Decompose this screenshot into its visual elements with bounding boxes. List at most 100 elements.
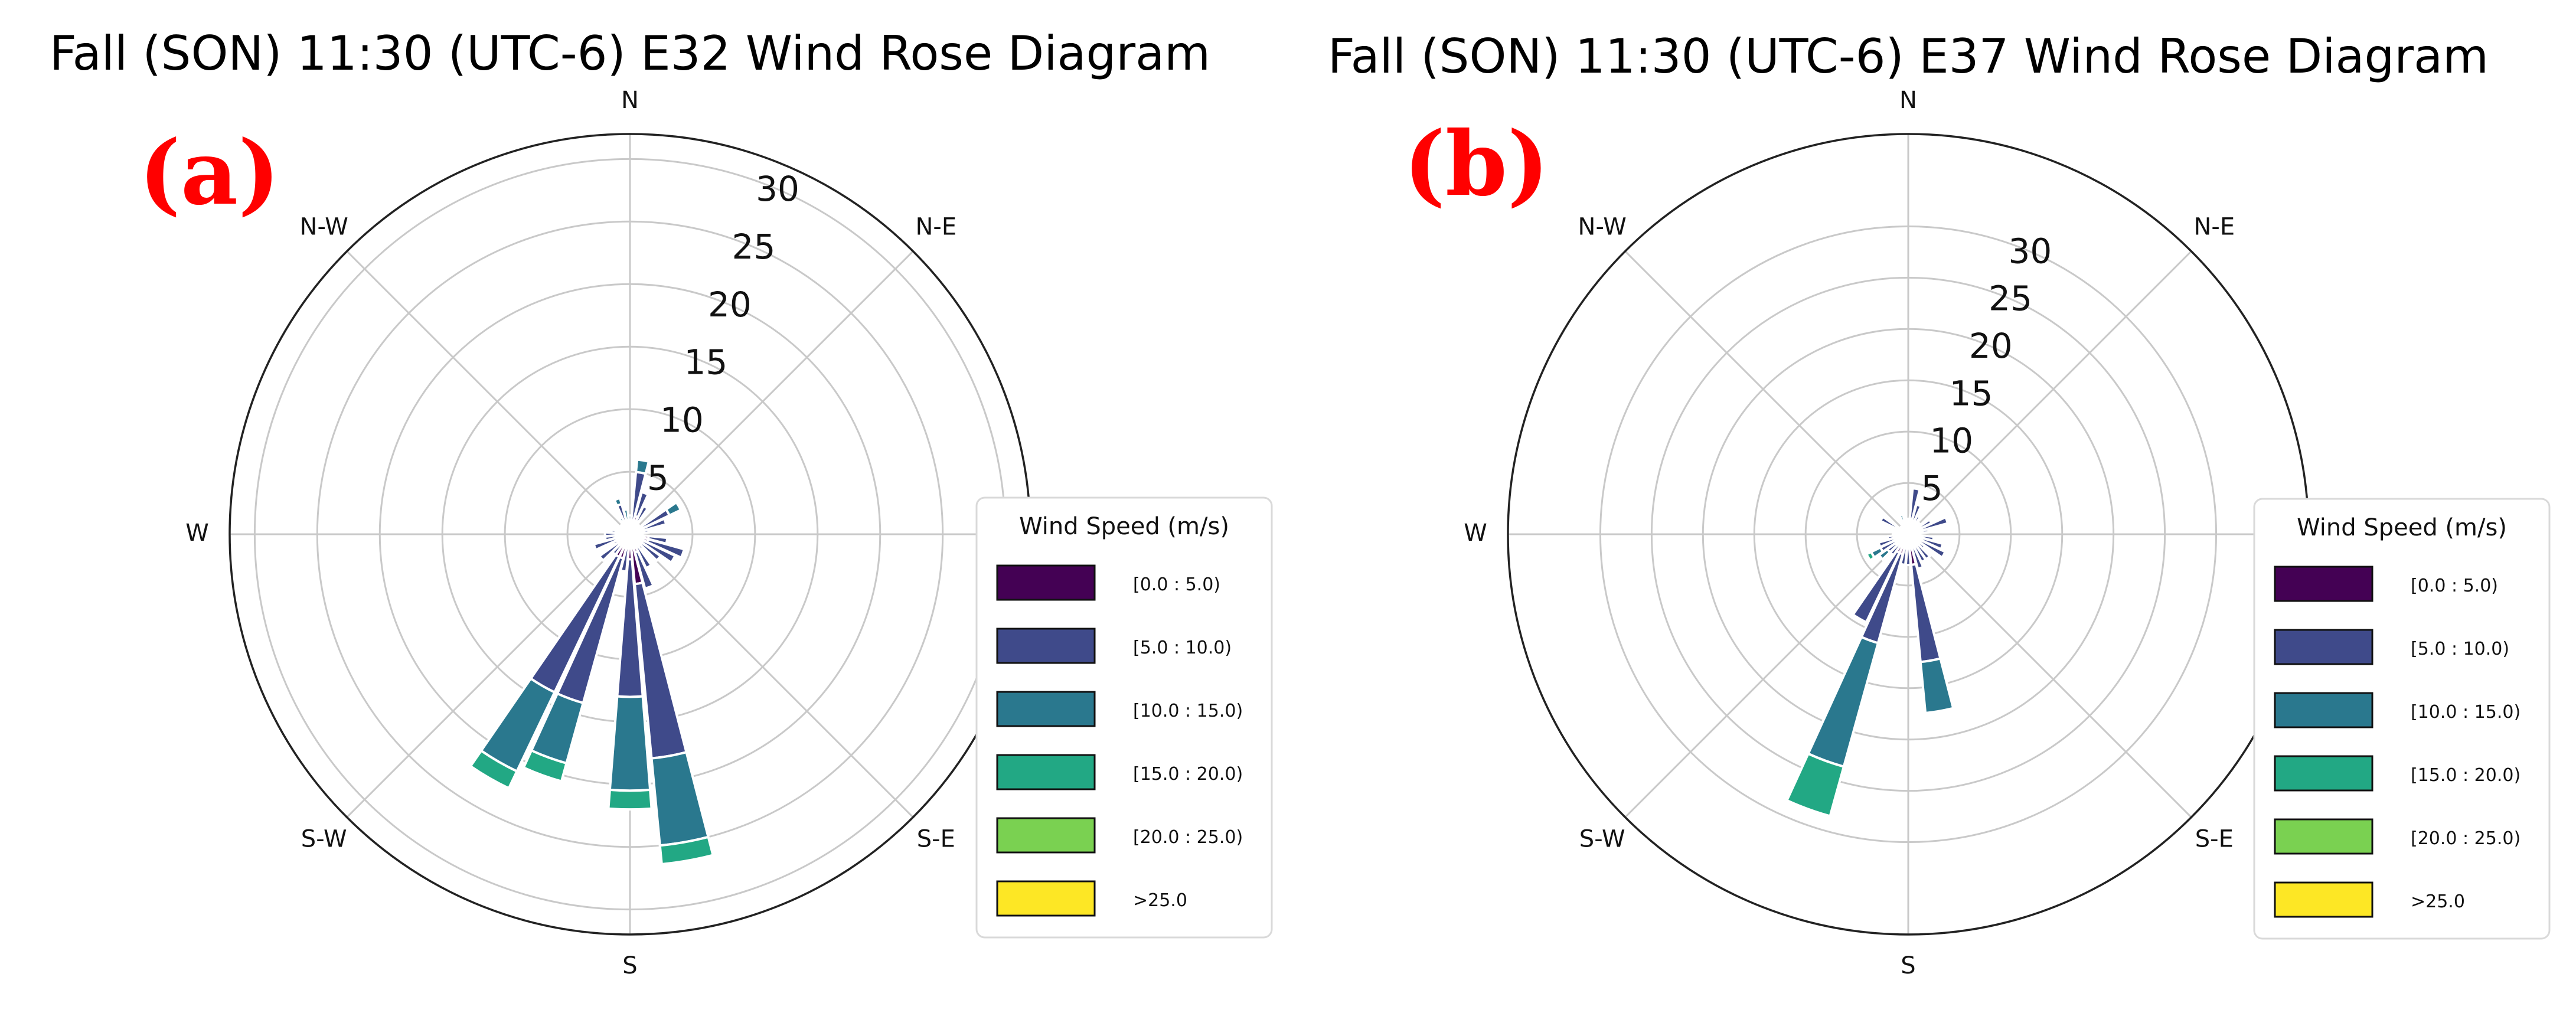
legend-entry: [10.0 : 15.0) bbox=[2411, 702, 2521, 723]
legend-entry: [0.0 : 5.0) bbox=[2411, 576, 2498, 596]
angular-gridline bbox=[629, 250, 914, 535]
chart-title: Fall (SON) 11:30 (UTC-6) E37 Wind Rose D… bbox=[1328, 29, 2489, 84]
panel-label: (b) bbox=[1403, 112, 1549, 216]
wind-sector-60-bin-2 bbox=[664, 501, 683, 517]
wind-sector-20-bin-1 bbox=[1909, 503, 1923, 527]
direction-label: S bbox=[1901, 952, 1915, 979]
legend-swatch bbox=[996, 817, 1096, 854]
wind-sector-130-bin-1 bbox=[637, 540, 662, 563]
wind-sector-350-bin-1 bbox=[1903, 517, 1909, 531]
direction-label: W bbox=[1464, 519, 1487, 547]
radial-tick-label: 30 bbox=[756, 169, 799, 209]
wind-sector-80-bin-1 bbox=[641, 528, 650, 535]
direction-label: N-E bbox=[915, 214, 956, 241]
angular-gridline bbox=[346, 533, 631, 818]
wind-sector-120-bin-1 bbox=[1915, 537, 1947, 560]
radial-tick-label: 15 bbox=[684, 342, 727, 383]
legend: Wind Speed (m/s) [0.0 : 5.0) [5.0 : 10.0) [… bbox=[2253, 498, 2551, 940]
direction-label: S-E bbox=[917, 825, 955, 852]
legend-entry: [20.0 : 25.0) bbox=[2411, 828, 2521, 849]
wind-sector-170-bin-1 bbox=[1909, 563, 1942, 664]
panel-label: (a) bbox=[139, 121, 280, 225]
wind-sector-170-bin-2 bbox=[1919, 656, 1955, 715]
angular-gridline bbox=[629, 533, 914, 818]
radial-tick-label: 10 bbox=[1929, 421, 1973, 461]
radial-tick-label: 5 bbox=[647, 458, 669, 498]
legend-swatch bbox=[996, 754, 1096, 790]
wind-sector-340-bin-2 bbox=[612, 496, 623, 508]
angular-gridline bbox=[1624, 533, 1909, 818]
direction-label: S-W bbox=[301, 825, 347, 852]
direction-label: S bbox=[622, 952, 637, 979]
legend-entry: [15.0 : 20.0) bbox=[1133, 764, 1243, 785]
direction-label: S-E bbox=[2195, 825, 2234, 852]
radial-tick-label: 20 bbox=[708, 285, 752, 325]
wind-sector-250-bin-1 bbox=[592, 536, 621, 552]
radial-tick-label: 20 bbox=[1969, 326, 2013, 366]
wind-sector-230-bin-1 bbox=[598, 540, 623, 563]
radial-tick-label: 30 bbox=[2008, 231, 2052, 271]
wind-sector-280-bin-1 bbox=[610, 528, 619, 535]
wind-sector-200-bin-3 bbox=[522, 749, 568, 783]
legend-title: Wind Speed (m/s) bbox=[2297, 514, 2507, 541]
legend-swatch bbox=[996, 691, 1096, 727]
wind-sector-250-bin-1 bbox=[1877, 535, 1901, 549]
direction-label: W bbox=[185, 519, 209, 547]
legend-entry: >25.0 bbox=[2411, 891, 2465, 912]
wind-sector-300-bin-1 bbox=[1879, 515, 1902, 532]
direction-label: N-W bbox=[1578, 214, 1627, 241]
wind-sector-200-bin-3 bbox=[1785, 752, 1846, 818]
wind-sector-20-bin-1 bbox=[634, 491, 650, 519]
legend-swatch bbox=[2274, 881, 2373, 918]
wind-sector-70-bin-1 bbox=[639, 517, 668, 532]
wind-sector-180-bin-2 bbox=[608, 695, 652, 792]
wind-rose-b: Fall (SON) 11:30 (UTC-6) E37 Wind Rose D… bbox=[1328, 29, 2551, 979]
legend-swatch bbox=[2274, 629, 2373, 665]
wind-sector-110-bin-1 bbox=[645, 538, 686, 560]
legend-entry: [15.0 : 20.0) bbox=[2411, 765, 2521, 786]
radial-tick-label: 10 bbox=[660, 400, 704, 440]
legend-swatch bbox=[2274, 566, 2373, 602]
wind-sector-70-bin-1 bbox=[1916, 515, 1950, 533]
legend-entry: [20.0 : 25.0) bbox=[1133, 827, 1243, 848]
wind-sector-10-bin-2 bbox=[634, 458, 651, 475]
radial-tick-label: 25 bbox=[1989, 279, 2032, 319]
direction-label: S-W bbox=[1579, 825, 1625, 852]
legend-swatch bbox=[2274, 755, 2373, 792]
direction-label: N bbox=[1899, 87, 1917, 114]
radial-tick-label: 25 bbox=[732, 227, 776, 267]
wind-sector-240-bin-3 bbox=[1865, 550, 1876, 563]
wind-sector-180-bin-3 bbox=[607, 788, 653, 811]
legend-swatch bbox=[2274, 692, 2373, 728]
radial-tick-label: 5 bbox=[1921, 468, 1943, 508]
wind-sector-30-bin-1 bbox=[1911, 514, 1922, 528]
direction-label: N bbox=[621, 87, 639, 114]
wind-sector-210-bin-1 bbox=[1851, 549, 1901, 624]
wind-sector-120-bin-1 bbox=[638, 538, 677, 564]
wind-sector-200-bin-2 bbox=[1806, 635, 1880, 769]
legend-title: Wind Speed (m/s) bbox=[1019, 513, 1229, 540]
wind-sector-80-bin-1 bbox=[1917, 527, 1930, 535]
wind-sector-30-bin-1 bbox=[634, 504, 649, 526]
wind-rose-a: Fall (SON) 11:30 (UTC-6) E32 Wind Rose D… bbox=[50, 26, 1273, 979]
angular-gridline bbox=[346, 250, 631, 535]
legend: Wind Speed (m/s) [0.0 : 5.0) [5.0 : 10.0) [… bbox=[975, 496, 1273, 939]
legend-swatch bbox=[996, 564, 1096, 601]
legend-swatch bbox=[996, 880, 1096, 917]
wind-sector-170-bin-2 bbox=[650, 750, 710, 847]
wind-sector-10-bin-1 bbox=[1908, 486, 1922, 521]
legend-entry: [5.0 : 10.0) bbox=[1133, 638, 1232, 658]
angular-gridline bbox=[1624, 250, 1909, 535]
wind-sector-210-bin-3 bbox=[469, 749, 519, 790]
legend-swatch bbox=[2274, 818, 2373, 855]
angular-gridline bbox=[1907, 250, 2192, 535]
legend-swatch bbox=[996, 628, 1096, 664]
legend-entry: [5.0 : 10.0) bbox=[2411, 639, 2509, 659]
chart-title: Fall (SON) 11:30 (UTC-6) E32 Wind Rose D… bbox=[50, 26, 1210, 81]
legend-entry: [10.0 : 15.0) bbox=[1133, 701, 1243, 721]
direction-label: N-E bbox=[2193, 214, 2235, 241]
angular-gridline bbox=[1907, 533, 2192, 818]
radial-tick-label: 15 bbox=[1950, 373, 1993, 413]
wind-sector-350-bin-2 bbox=[622, 508, 631, 524]
